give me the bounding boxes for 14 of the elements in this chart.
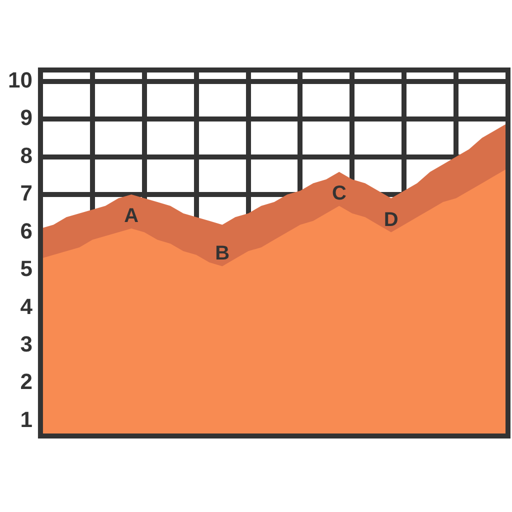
y-tick-label: 1: [20, 406, 32, 432]
data-label: A: [124, 204, 139, 227]
y-tick-label: 9: [20, 105, 32, 130]
y-tick-label: 2: [20, 369, 32, 394]
y-tick-label: 6: [20, 218, 32, 244]
y-tick-label: 5: [20, 256, 32, 282]
y-tick-label: 8: [20, 142, 32, 168]
y-tick-label: 7: [20, 180, 32, 206]
y-tick-label: 4: [20, 294, 34, 319]
y-tick-label: 3: [20, 332, 32, 357]
data-label: B: [215, 242, 230, 265]
y-tick-label: 10: [8, 67, 32, 92]
data-label: D: [384, 208, 398, 231]
data-label: C: [332, 182, 346, 204]
